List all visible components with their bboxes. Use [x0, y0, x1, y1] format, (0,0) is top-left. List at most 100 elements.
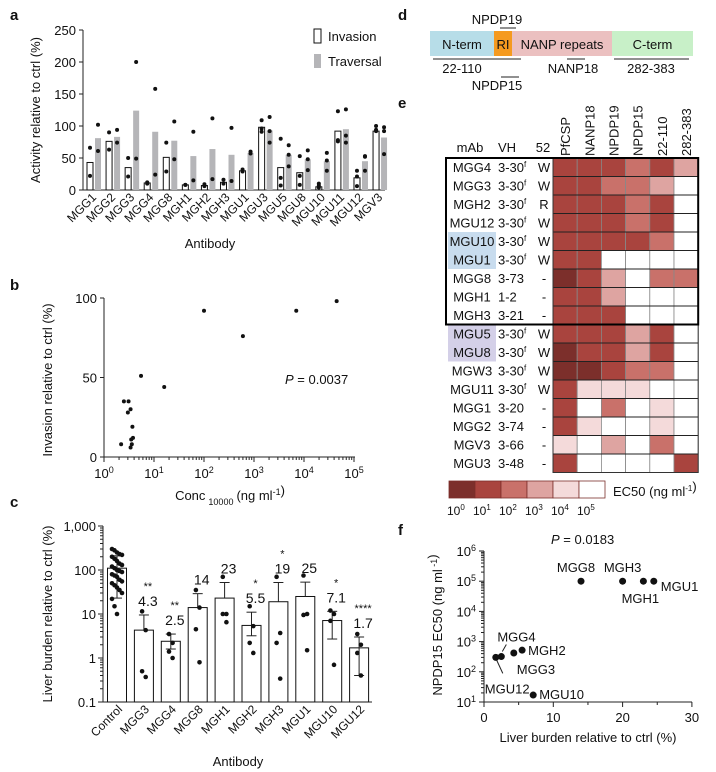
data-point: [143, 674, 148, 680]
heatmap-cell: [601, 453, 627, 473]
data-point: [251, 650, 256, 656]
heatmap-cell: [649, 361, 675, 381]
header-mab: mAb: [457, 140, 484, 155]
p-label: P: [551, 532, 560, 547]
point-invasion: [374, 124, 379, 128]
data-point: [220, 611, 226, 617]
p-value: P = 0.0037: [285, 372, 348, 387]
row-label-52: W: [538, 364, 551, 379]
heatmap-cell: [673, 361, 699, 381]
vh-superscript: f: [524, 364, 527, 373]
bar-invasion-MGV3: [372, 130, 380, 191]
row-highlight-MGU1: [448, 250, 496, 269]
data-point: [128, 407, 133, 412]
vh-superscript: f: [524, 216, 527, 225]
point-invasion: [259, 126, 264, 131]
heatmap-cell: [673, 250, 699, 270]
heatmap-cell: [673, 287, 699, 307]
point-invasion: [183, 182, 188, 187]
point-invasion: [88, 145, 92, 150]
heatmap-cell: [601, 361, 627, 381]
row-label-vh: 3-30f: [498, 179, 527, 194]
point-invasion: [335, 138, 340, 143]
x-tick-exponent: 1: [159, 465, 164, 475]
heatmap-cell: [576, 268, 602, 288]
colorbar-label-end: ): [692, 479, 696, 494]
row-label-vh: 3-30f: [498, 234, 527, 249]
data-point: [119, 590, 125, 596]
row-label-mab: MGH2: [453, 197, 491, 212]
colorbar-swatch: [526, 480, 554, 499]
row-label-mab: MGU10: [450, 234, 495, 249]
row-label-mab: MGU11: [450, 382, 494, 397]
data-point: [304, 611, 310, 617]
point-label-MGG3: MGG3: [517, 662, 555, 677]
point-traversal: [267, 115, 272, 120]
data-point: [328, 608, 333, 613]
point-invasion: [107, 147, 112, 152]
y-tick-label: 103: [457, 634, 476, 650]
point-traversal: [267, 129, 272, 134]
data-point-MGH2: [518, 646, 526, 654]
point-traversal: [153, 86, 158, 91]
point-traversal: [267, 140, 272, 145]
y-tick-exponent: 6: [471, 543, 476, 553]
bar-traversal-MGU12: [361, 161, 368, 190]
x-tick-label: 105: [344, 465, 363, 481]
data-point: [355, 650, 360, 656]
data-point: [130, 435, 135, 440]
heatmap-cell: [552, 435, 578, 455]
data-point: [358, 673, 364, 678]
y-tick-label: 200: [54, 55, 76, 70]
heatmap-cell: [625, 287, 651, 307]
x-tick-label-MGG8: MGG8: [171, 702, 206, 737]
data-point: [193, 587, 199, 593]
data-point: [294, 308, 299, 313]
vh-superscript: f: [524, 327, 527, 336]
panel-e-heatmap: mAb VH 52 PfCSP NANP18 NPDP19 NPDP15 22-110 282-…: [445, 105, 700, 518]
significance-MGG4: **: [171, 600, 180, 612]
bar-invasion-MGU11: [334, 130, 342, 191]
panel-d-domain-diagram: N-term RI NANP repeats C-term NPDP19 22-110 NP…: [430, 12, 693, 93]
point-traversal: [96, 148, 100, 153]
colorbar-tick-label: 104: [551, 503, 569, 518]
heatmap-cell: [673, 194, 699, 214]
bar-traversal-MGH2: [209, 149, 216, 190]
p-label: P: [285, 372, 294, 387]
group-box: [445, 157, 700, 326]
column-header-NANP18: NANP18: [582, 105, 597, 156]
point-traversal: [191, 129, 196, 134]
row-label-mab: MGW3: [452, 364, 492, 379]
y-tick-label: 1,000: [63, 519, 96, 534]
data-point: [139, 373, 144, 378]
colorbar-label-exponent: -1: [685, 484, 693, 493]
y-tick-exponent: 2: [471, 664, 476, 674]
heatmap-cell: [552, 305, 578, 325]
heatmap-cell: [625, 361, 651, 381]
panel-label-d: d: [398, 7, 407, 24]
y-tick-label: 10: [82, 607, 96, 622]
heatmap-cell: [576, 231, 602, 251]
x-tick-label-MGG4: MGG4: [144, 702, 179, 737]
x-tick-label: 10: [546, 710, 560, 725]
bar-traversal-MGH3: [228, 154, 235, 190]
data-point: [304, 647, 310, 653]
bar-MGH3: [268, 601, 289, 703]
heatmap-cell: [601, 305, 627, 325]
heatmap-cell: [649, 194, 675, 214]
point-label-MGG4: MGG4: [497, 630, 535, 645]
panel-f-scatter: 101 102 103 104 105 106 0 10 20 30 Liver burden re…: [425, 532, 699, 745]
bar-traversal-MGG3: [133, 110, 140, 190]
x-tick-label: 20: [615, 710, 629, 725]
point-traversal: [210, 177, 215, 182]
point-label-MGH1: MGH1: [622, 591, 660, 606]
heatmap-cell: [601, 157, 627, 177]
row-label-52: R: [539, 197, 548, 212]
data-point: [358, 642, 364, 648]
heatmap-cell: [601, 379, 627, 399]
heatmap-cell: [625, 324, 651, 344]
row-label-52: W: [538, 327, 551, 342]
x-axis-unit-exponent: -1: [273, 487, 281, 497]
x-tick-label-MGH3: MGH3: [252, 702, 287, 737]
domain-label: RI: [497, 37, 510, 52]
